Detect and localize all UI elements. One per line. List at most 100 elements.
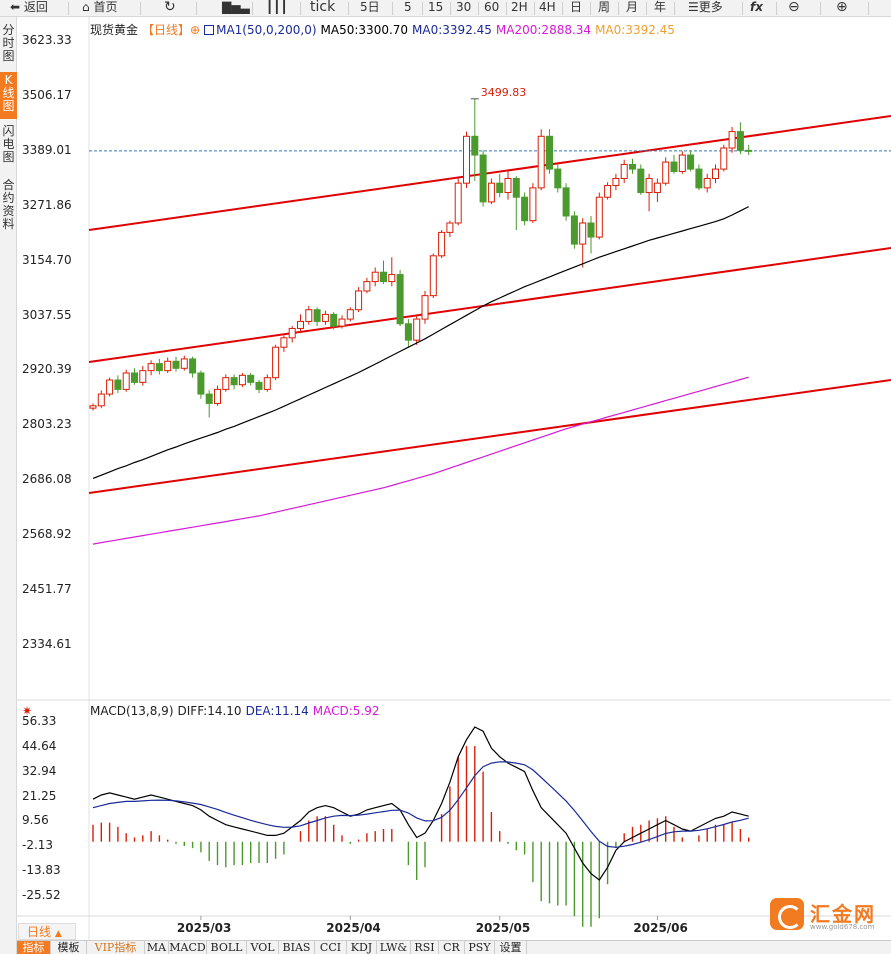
toolbar-divider xyxy=(776,2,777,15)
candle-up xyxy=(529,187,537,222)
candle-up xyxy=(446,222,454,233)
candle-down xyxy=(471,135,479,156)
candle-up xyxy=(728,131,736,149)
period-month-button[interactable]: 月 xyxy=(626,0,639,14)
brand-url: www.gold678.com xyxy=(810,923,875,931)
max-price-label: 3499.83 xyxy=(481,86,527,99)
candle-up xyxy=(139,370,147,383)
brand-name: 汇金网 xyxy=(810,902,876,926)
ma200-line xyxy=(92,376,749,545)
trend-channel-line xyxy=(88,247,891,363)
refresh-button[interactable]: ↻ xyxy=(164,0,176,17)
indicator-tab[interactable]: 模板 xyxy=(51,941,87,954)
period-60m-button[interactable]: 60 xyxy=(484,0,500,14)
formula-button[interactable]: fx xyxy=(750,0,763,14)
toolbar-divider xyxy=(422,2,423,15)
period-15m-button[interactable]: 15 xyxy=(428,0,444,14)
candle-up xyxy=(263,377,271,390)
time-tick-label: 2025/03 xyxy=(176,921,232,935)
candle-down xyxy=(745,149,753,152)
candle-up xyxy=(712,168,719,179)
indicator-tab[interactable]: LW& xyxy=(377,941,411,954)
candle-up xyxy=(106,379,114,395)
indicator-toggle-icon[interactable] xyxy=(204,25,215,35)
indicator-tab[interactable]: PSY xyxy=(465,941,495,954)
indicator-tab[interactable]: CR xyxy=(439,941,465,954)
candlestick-series xyxy=(89,98,753,418)
candle-down xyxy=(155,363,163,372)
settings-icon[interactable]: ⊕ xyxy=(190,23,201,37)
candle-up xyxy=(678,154,686,172)
indicator-tab[interactable]: 设置 xyxy=(495,941,527,954)
period-selector[interactable]: 日线 ▲ xyxy=(18,923,76,940)
candle-up xyxy=(595,196,603,238)
toolbar-divider xyxy=(820,2,821,15)
macd-gear-icon[interactable]: ✷ xyxy=(22,704,33,718)
candle-up xyxy=(463,135,470,184)
candle-up xyxy=(346,309,354,320)
indicator-tab[interactable]: KDJ xyxy=(347,941,377,954)
tick-button[interactable]: tick xyxy=(310,0,336,15)
caret-up-icon: ▲ xyxy=(54,929,62,939)
indicator-tab[interactable]: RSI xyxy=(411,941,439,954)
price-tick-label: 3271.86 xyxy=(22,197,72,212)
candle-up xyxy=(413,318,421,341)
candle-style-button[interactable]: ┃┃┃ xyxy=(266,0,288,17)
candle-up xyxy=(662,161,670,184)
candle-down xyxy=(131,372,138,383)
candle-down xyxy=(670,161,678,172)
period-5m-button[interactable]: 5 xyxy=(404,0,412,14)
bar-chart-icon: ▇▅▃ xyxy=(222,0,250,14)
toolbar-divider xyxy=(534,2,535,15)
period-30m-button[interactable]: 30 xyxy=(456,0,472,14)
tab-flash-chart[interactable]: 闪电图 xyxy=(2,124,15,164)
chart-grid xyxy=(17,17,891,940)
period-year-button[interactable]: 年 xyxy=(654,0,667,14)
ma1-label: MA1(50,0,200,0) xyxy=(216,23,317,37)
toolbar-divider xyxy=(562,2,563,15)
candle-up xyxy=(487,182,495,203)
bar-chart-button[interactable]: ▇▅▃ xyxy=(222,0,250,17)
period-2h-button[interactable]: 2H xyxy=(511,0,528,14)
zoom-in-button[interactable]: ⊕ xyxy=(836,0,848,17)
period-5d-button[interactable]: 5日 xyxy=(360,0,380,14)
candle-up xyxy=(280,337,288,348)
indicator-tab[interactable]: VOL xyxy=(247,941,279,954)
indicator-tab[interactable]: MA xyxy=(145,941,169,954)
indicator-tab[interactable]: CCI xyxy=(315,941,347,954)
toolbar-divider xyxy=(450,2,451,15)
tab-contract-info[interactable]: 合约资料 xyxy=(2,178,15,231)
indicator-tab[interactable]: MACD xyxy=(169,941,207,954)
zoom-out-button[interactable]: ⊖ xyxy=(788,0,800,17)
tab-time-sharing[interactable]: 分时图 xyxy=(2,23,15,63)
indicator-tab[interactable]: 指标 xyxy=(17,941,51,954)
macd-tick-label: -2.13 xyxy=(22,838,54,853)
candle-up xyxy=(89,405,97,409)
candle-down xyxy=(247,374,255,383)
period-week-button[interactable]: 周 xyxy=(598,0,611,14)
period-day-button[interactable]: 日 xyxy=(570,0,583,14)
toolbar-divider xyxy=(590,2,591,15)
candle-up xyxy=(355,290,363,311)
diff-label: DIFF:14.10 xyxy=(177,704,242,718)
candle-up xyxy=(620,163,628,179)
candle-up xyxy=(438,231,446,257)
indicator-tab[interactable]: BOLL xyxy=(207,941,247,954)
trend-channel-lines xyxy=(88,115,891,494)
candle-up xyxy=(222,377,230,390)
indicator-tab[interactable]: BIAS xyxy=(279,941,315,954)
candle-down xyxy=(562,187,570,217)
home-label: 首页 xyxy=(93,0,118,14)
candle-down xyxy=(521,196,529,222)
home-button[interactable]: ⌂ 首页 xyxy=(82,0,117,17)
back-button[interactable]: ⬅ 返回 xyxy=(10,0,48,17)
price-tick-label: 3389.01 xyxy=(22,142,72,157)
indicator-tab[interactable]: VIP指标 xyxy=(87,941,145,954)
more-button[interactable]: ☰更多 xyxy=(688,0,723,17)
menu-icon: ☰ xyxy=(688,0,699,14)
period-4h-button[interactable]: 4H xyxy=(539,0,556,14)
candle-down xyxy=(114,379,122,390)
